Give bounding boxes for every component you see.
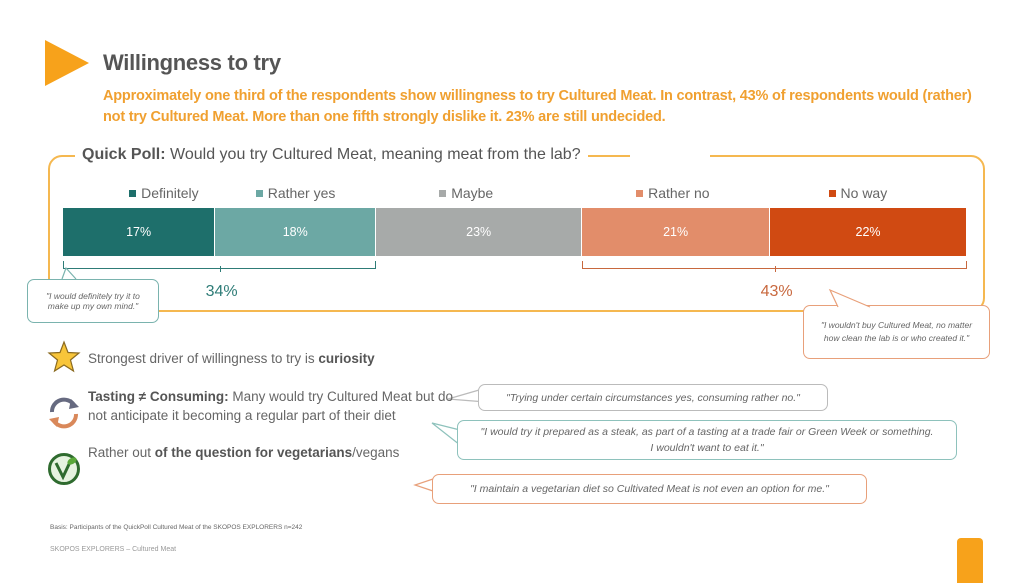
legend-item-rather-yes: Rather yes: [255, 185, 336, 201]
legend-label: Rather yes: [267, 185, 336, 201]
bullet-bold: of the question for vegetarians: [154, 445, 353, 460]
legend-item-definitely: Definitely: [129, 185, 199, 201]
quote-no-way: "I wouldn't buy Cultured Meat, no matter…: [803, 305, 990, 359]
poll-frame-gap: [630, 150, 710, 160]
tail-no-way: [828, 288, 871, 308]
bar-value-label: 17%: [126, 225, 152, 239]
quote-trying: "Trying under certain circumstances yes,…: [478, 384, 828, 411]
tail-vegetarian: [413, 477, 437, 493]
bar-segment-maybe: 23%: [376, 208, 583, 256]
bullet-text: Strongest driver of willingness to try i…: [88, 351, 319, 366]
bar-segment-rather-yes: 18%: [215, 208, 377, 256]
group-bracket: [582, 261, 967, 272]
legend-label: No way: [840, 185, 888, 201]
vegan-icon: [48, 453, 80, 485]
bullet-vegetarians: Rather out of the question for vegetaria…: [88, 443, 399, 462]
page-title: Willingness to try: [103, 50, 281, 75]
legend-label: Maybe: [451, 185, 494, 201]
legend-item-no-way: No way: [828, 185, 888, 201]
legend-item-maybe: Maybe: [439, 185, 493, 201]
bar-segment-no-way: 22%: [770, 208, 967, 256]
bar-value-label: 21%: [663, 225, 689, 239]
poll-label: Quick Poll:: [82, 146, 166, 163]
cycle-arrows-icon: [49, 397, 79, 429]
bullet-text: Many would try Cultured Meat but do not …: [88, 389, 454, 423]
tail-definitely: [61, 266, 77, 280]
bar-value-label: 23%: [466, 225, 492, 239]
page-subtitle: Approximately one third of the responden…: [103, 88, 972, 125]
bullet-bold: Tasting ≠ Consuming:: [88, 389, 229, 404]
legend-label: Definitely: [141, 185, 199, 201]
bar-segment-rather-no: 21%: [582, 208, 771, 256]
legend-item-rather-no: Rather no: [636, 185, 710, 201]
legend-swatch: [636, 189, 644, 197]
group-bracket: [63, 261, 377, 272]
bracket-tick: [774, 266, 777, 272]
page-tab-marker: [957, 538, 983, 583]
stacked-bar: 17% 18% 23% 21% 22%: [63, 208, 967, 256]
group-total-label: 34%: [205, 283, 238, 300]
bar-value-label: 18%: [282, 225, 308, 239]
group-total-label: 43%: [760, 283, 793, 300]
bullet-bold: curiosity: [318, 351, 375, 366]
legend-swatch: [129, 189, 137, 197]
bar-segment-definitely: 17%: [63, 208, 216, 256]
poll-question: Would you try Cultured Meat, meaning mea…: [170, 146, 581, 163]
legend-swatch: [255, 189, 263, 197]
quote-steak: "I would try it prepared as a steak, as …: [457, 420, 957, 460]
star-icon: [47, 340, 81, 373]
bracket-tick: [219, 266, 222, 272]
basis-note: Basis: Participants of the QuickPoll Cul…: [50, 524, 303, 531]
bullet-tasting: Tasting ≠ Consuming: Many would try Cult…: [88, 387, 460, 425]
footer-source: SKOPOS EXPLORERS – Cultured Meat: [50, 546, 177, 553]
legend-swatch: [439, 189, 447, 197]
bullet-text: Rather out: [88, 445, 155, 460]
legend-label: Rather no: [648, 185, 710, 201]
tail-steak: [431, 422, 461, 446]
poll-title: Quick Poll: Would you try Cultured Meat,…: [75, 146, 588, 164]
bullet-curiosity: Strongest driver of willingness to try i…: [88, 349, 375, 368]
quote-definitely: "I would definitely try it to make up my…: [27, 279, 159, 323]
bar-value-label: 22%: [855, 225, 881, 239]
bullet-text-end: /vegans: [352, 445, 400, 460]
legend-swatch: [828, 189, 836, 197]
play-triangle-icon: [45, 40, 89, 86]
tail-trying: [447, 387, 487, 403]
quote-vegetarian: "I maintain a vegetarian diet so Cultiva…: [432, 474, 867, 504]
